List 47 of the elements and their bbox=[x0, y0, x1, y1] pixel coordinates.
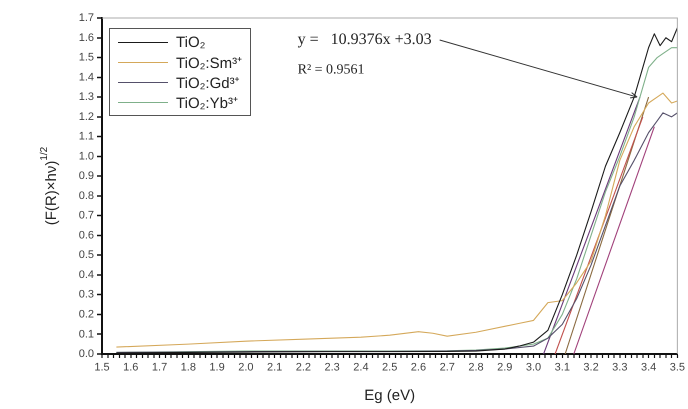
y-axis-title: (F(R)×hν)1/2 bbox=[38, 146, 60, 226]
x-tick-label: 3.2 bbox=[583, 362, 599, 374]
legend-label: TiO₂:Sm³⁺ bbox=[176, 54, 242, 72]
y-tick-label: 0.1 bbox=[78, 328, 94, 340]
y-tick-label: 1.3 bbox=[78, 91, 94, 104]
x-tick-label: 3.3 bbox=[612, 362, 628, 374]
y-tick-label: 0.2 bbox=[78, 308, 94, 320]
y-tick-label: 0.4 bbox=[78, 268, 94, 281]
legend-label: TiO₂ bbox=[176, 34, 206, 50]
y-tick-label: 0.6 bbox=[78, 229, 94, 242]
x-tick-label: 2.9 bbox=[497, 362, 512, 374]
annotation: R² = 0.9561 bbox=[298, 62, 365, 78]
y-tick-label: 1.5 bbox=[78, 52, 94, 64]
x-tick-label: 2.5 bbox=[382, 362, 398, 374]
x-tick-label: 1.9 bbox=[209, 362, 225, 374]
x-tick-label: 2.4 bbox=[353, 362, 369, 374]
x-tick-label: 1.6 bbox=[123, 362, 138, 374]
y-tick-label: 0.5 bbox=[78, 249, 94, 262]
legend-label: TiO₂:Yb³⁺ bbox=[176, 94, 238, 112]
y-tick-label: 1.0 bbox=[78, 150, 94, 162]
x-tick-label: 1.7 bbox=[152, 362, 168, 374]
x-tick-label: 2.2 bbox=[296, 362, 312, 374]
x-axis-title: Eg (eV) bbox=[364, 387, 416, 404]
x-tick-label: 3.0 bbox=[526, 362, 542, 374]
x-tick-label: 3.1 bbox=[554, 362, 570, 374]
x-tick-label: 2.0 bbox=[238, 362, 254, 374]
x-tick-label: 3.4 bbox=[640, 362, 656, 374]
x-tick-label: 2.3 bbox=[324, 362, 340, 374]
x-tick-label: 2.6 bbox=[410, 362, 426, 374]
annotation: y = 10.9376x +3.03 bbox=[298, 31, 432, 48]
y-tick-label: 0.9 bbox=[78, 170, 94, 182]
y-tick-label: 0.3 bbox=[78, 288, 94, 301]
x-tick-label: 2.7 bbox=[440, 362, 455, 374]
x-tick-label: 3.5 bbox=[670, 362, 686, 374]
x-tick-label: 2.8 bbox=[468, 362, 484, 374]
legend-label: TiO₂:Gd³⁺ bbox=[176, 74, 240, 92]
y-tick-label: 0.7 bbox=[78, 210, 94, 222]
x-tick-label: 2.1 bbox=[266, 362, 282, 374]
y-tick-label: 1.2 bbox=[78, 110, 94, 123]
y-tick-label: 1.6 bbox=[78, 32, 94, 44]
y-tick-label: 0.0 bbox=[78, 348, 94, 360]
x-tick-label: 1.8 bbox=[180, 362, 196, 374]
y-tick-label: 1.1 bbox=[78, 130, 94, 143]
y-tick-label: 1.4 bbox=[78, 71, 94, 84]
y-tick-label: 0.8 bbox=[78, 190, 94, 202]
x-tick-label: 1.5 bbox=[94, 362, 110, 374]
y-tick-label: 1.7 bbox=[78, 12, 94, 24]
